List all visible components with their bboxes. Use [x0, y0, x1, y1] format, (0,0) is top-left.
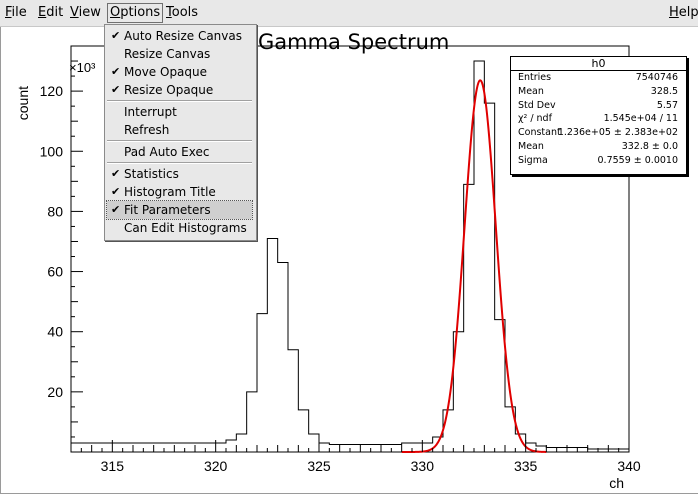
stats-row: Mean 332.8 ± 0.0 — [518, 140, 678, 152]
x-tick-label: 325 — [307, 458, 331, 474]
x-tick-label: 340 — [617, 458, 641, 474]
histogram-plot[interactable]: 315 320 325 330 335 340 20 40 60 80 100 120 ch count ×… — [1, 27, 698, 493]
menu-tools[interactable]: Tools — [166, 5, 199, 20]
x-tick-label: 315 — [101, 458, 125, 474]
y-tick-label: 120 — [40, 83, 64, 99]
y-axis-multiplier: ×10³ — [69, 60, 96, 75]
menu-item-auto-resize-canvas[interactable]: ✔ Auto Resize Canvas — [111, 29, 242, 43]
check-icon: ✔ — [111, 29, 121, 42]
menu-item-statistics[interactable]: ✔ Statistics — [111, 167, 179, 181]
menu-item-histogram-title[interactable]: ✔ Histogram Title — [111, 185, 216, 199]
menu-item-fit-parameters[interactable]: ✔ Fit Parameters — [106, 200, 253, 220]
check-icon: ✔ — [111, 83, 121, 96]
menu-item-refresh[interactable]: Refresh — [124, 123, 170, 137]
menu-separator — [107, 100, 252, 102]
stats-box[interactable]: h0 Entries 7540746 Mean 328.5 Std Dev 5.57 … — [510, 56, 687, 175]
y-tick-label: 20 — [47, 384, 63, 400]
menu-file[interactable]: File — [5, 5, 27, 20]
menu-options[interactable]: Options — [107, 3, 164, 23]
check-icon: ✔ — [111, 185, 121, 198]
y-tick-label: 60 — [47, 264, 63, 280]
x-tick-label: 320 — [204, 458, 228, 474]
menu-separator — [107, 140, 252, 142]
stats-row: χ² / ndf 1.545e+04 / 11 — [518, 113, 678, 125]
fit-curve — [401, 79, 547, 453]
y-axis-label: count — [15, 86, 31, 120]
menu-item-can-edit-histograms[interactable]: Can Edit Histograms — [124, 221, 247, 235]
stats-row: Sigma 0.7559 ± 0.0010 — [518, 154, 678, 166]
x-axis-label: ch — [609, 475, 624, 491]
x-tick-label: 330 — [411, 458, 435, 474]
stats-row: Constant 1.236e+05 ± 2.383e+02 — [518, 127, 678, 139]
check-icon: ✔ — [111, 65, 121, 78]
y-tick-label: 100 — [40, 143, 64, 159]
x-tick-label: 335 — [514, 458, 538, 474]
menu-view[interactable]: View — [70, 5, 101, 20]
y-tick-label: 80 — [47, 203, 63, 219]
stats-row: Mean 328.5 — [518, 85, 678, 97]
menu-help[interactable]: Help — [669, 5, 698, 20]
stats-title: h0 — [511, 57, 686, 71]
menu-item-move-opaque[interactable]: ✔ Move Opaque — [111, 65, 208, 79]
menu-edit[interactable]: Edit — [38, 5, 64, 20]
menu-separator — [107, 162, 252, 164]
stats-row: Std Dev 5.57 — [518, 99, 678, 111]
menu-bar: File Edit View Options Tools Help — [0, 0, 698, 27]
stats-row: Entries 7540746 — [518, 72, 678, 83]
menu-item-resize-opaque[interactable]: ✔ Resize Opaque — [111, 83, 214, 97]
menu-item-resize-canvas[interactable]: Resize Canvas — [124, 47, 211, 61]
check-icon: ✔ — [111, 167, 121, 180]
histogram-line — [70, 60, 629, 452]
menu-item-pad-auto-exec[interactable]: Pad Auto Exec — [124, 145, 210, 159]
y-tick-label: 40 — [47, 324, 63, 340]
menu-item-interrupt[interactable]: Interrupt — [124, 105, 177, 119]
plot-title: Gamma Spectrum — [258, 30, 450, 54]
options-dropdown-menu: ✔ Auto Resize Canvas Resize Canvas ✔ Move … — [104, 24, 257, 241]
check-icon: ✔ — [111, 203, 121, 216]
